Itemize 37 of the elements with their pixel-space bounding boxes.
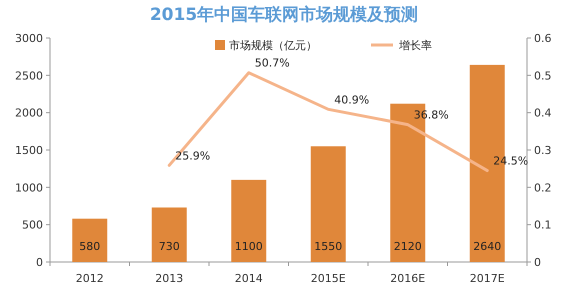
x-tick-label: 2012 (76, 272, 104, 285)
x-tick-label: 2017E (470, 272, 505, 285)
data-label: 40.9% (334, 93, 370, 106)
y-tick-label: 3000 (15, 32, 43, 45)
x-tick-label: 2013 (155, 272, 184, 285)
data-label: 1100 (234, 240, 263, 253)
y2-tick-label: 0.6 (534, 32, 552, 45)
bar (72, 218, 108, 262)
data-label: 730 (158, 240, 180, 253)
line-series (168, 71, 489, 172)
data-label: 580 (79, 240, 100, 253)
y2-tick-label: 0.3 (534, 144, 552, 157)
data-label: 2640 (473, 240, 502, 253)
bar (310, 146, 346, 262)
data-label: 2120 (394, 240, 422, 253)
y-tick-label: 1500 (15, 144, 43, 157)
y2-tick-label: 0 (534, 256, 541, 269)
y2-tick-label: 0.4 (534, 106, 552, 120)
y-tick-label: 500 (22, 218, 43, 232)
y2-tick-label: 0.2 (534, 181, 552, 194)
x-tick-label: 2014 (234, 272, 263, 285)
x-tick-label: 2016E (390, 272, 426, 285)
data-label: 1550 (314, 240, 342, 253)
y-tick-label: 2500 (15, 69, 43, 82)
bar (152, 207, 187, 262)
chart-title: 2015年中国车联网市场规模及预测 (150, 5, 418, 25)
x-tick-label: 2015E (310, 272, 346, 285)
y2-tick-label: 0.5 (534, 69, 552, 82)
data-label: 25.9% (175, 149, 210, 162)
y-tick-label: 0 (36, 256, 43, 269)
legend-label: 市场规模（亿元） (229, 39, 317, 52)
y-tick-label: 2000 (15, 106, 43, 120)
y2-tick-label: 0.1 (534, 218, 552, 232)
data-label: 50.7% (254, 56, 290, 70)
legend-label: 增长率 (398, 39, 432, 52)
bar (231, 180, 266, 262)
y-tick-label: 1000 (15, 181, 43, 194)
